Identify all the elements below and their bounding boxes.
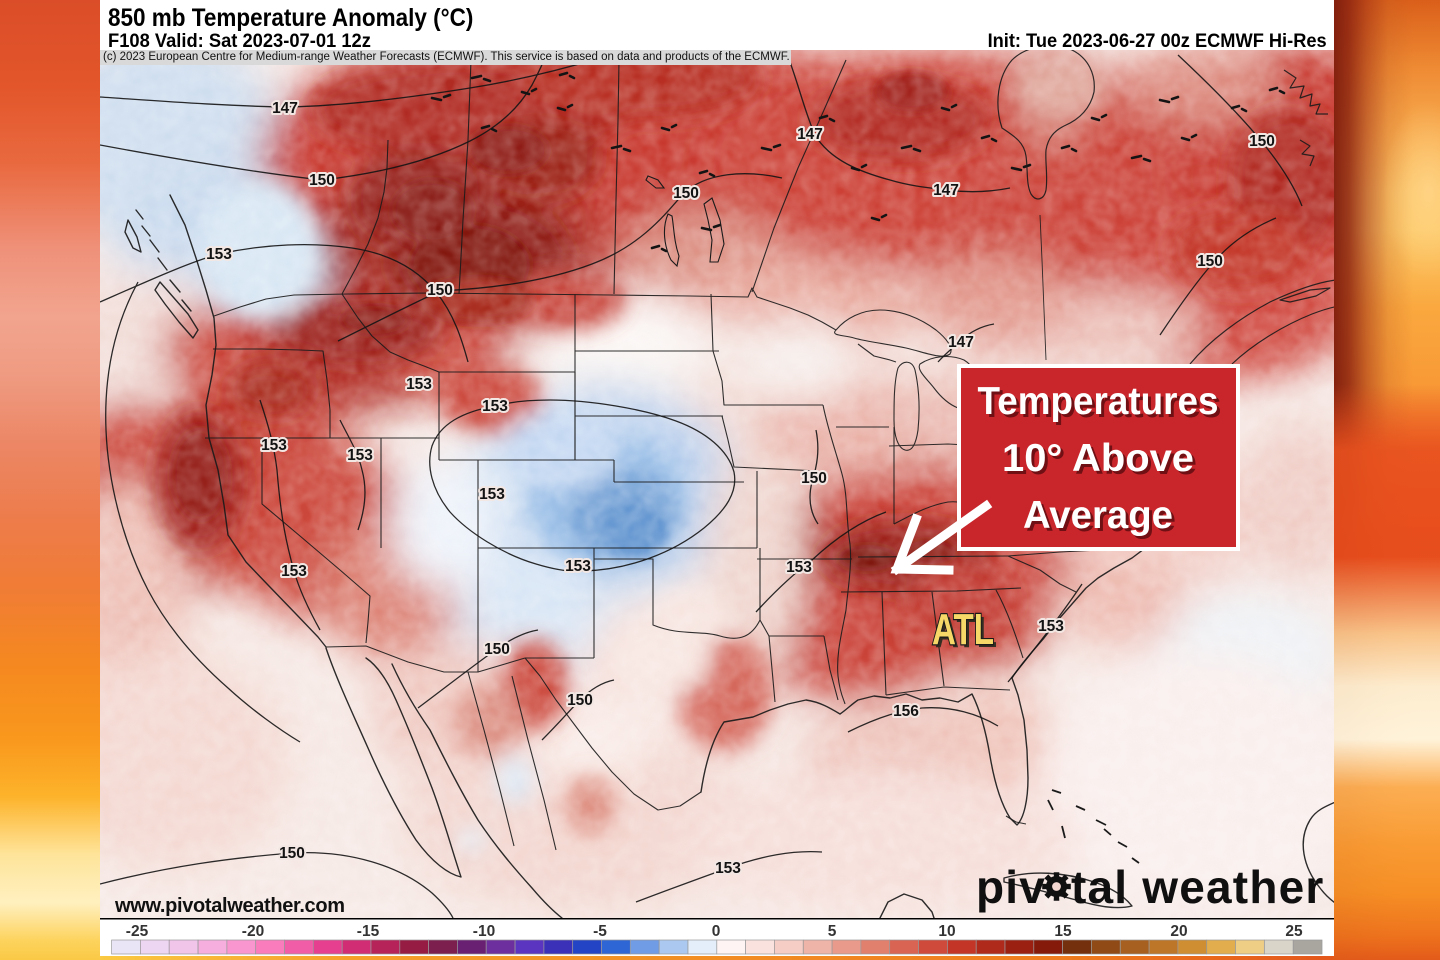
svg-text:150: 150 bbox=[567, 692, 593, 709]
svg-text:153: 153 bbox=[479, 486, 505, 503]
svg-text:5: 5 bbox=[828, 923, 837, 940]
svg-text:-10: -10 bbox=[473, 923, 495, 940]
svg-text:piv: piv bbox=[976, 861, 1046, 913]
svg-text:-15: -15 bbox=[357, 923, 380, 940]
svg-text:150: 150 bbox=[673, 185, 699, 202]
svg-text:150: 150 bbox=[1197, 253, 1223, 270]
svg-text:150: 150 bbox=[309, 172, 335, 189]
svg-text:150: 150 bbox=[279, 845, 305, 862]
svg-text:153: 153 bbox=[206, 246, 232, 263]
svg-text:153: 153 bbox=[261, 437, 287, 454]
svg-text:147: 147 bbox=[948, 334, 974, 351]
svg-text:147: 147 bbox=[797, 126, 823, 143]
svg-text:Temperatures: Temperatures bbox=[978, 380, 1219, 423]
svg-text:-25: -25 bbox=[126, 923, 149, 940]
svg-text:156: 156 bbox=[893, 703, 919, 720]
svg-text:-5: -5 bbox=[593, 923, 607, 940]
svg-text:150: 150 bbox=[1249, 133, 1275, 150]
svg-text:ATL: ATL bbox=[935, 608, 997, 657]
svg-text:153: 153 bbox=[1038, 618, 1064, 635]
svg-text:153: 153 bbox=[565, 558, 591, 575]
svg-text:10° Above: 10° Above bbox=[1002, 437, 1194, 480]
svg-text:153: 153 bbox=[482, 398, 508, 415]
svg-text:10° Above: 10° Above bbox=[1005, 440, 1197, 483]
svg-text:153: 153 bbox=[406, 376, 432, 393]
svg-text:www.pivotalweather.com: www.pivotalweather.com bbox=[114, 895, 345, 917]
svg-text:25: 25 bbox=[1285, 923, 1303, 940]
svg-text:Average: Average bbox=[1026, 497, 1176, 540]
svg-text:0: 0 bbox=[712, 923, 721, 940]
svg-text:147: 147 bbox=[272, 100, 298, 117]
svg-text:Temperatures: Temperatures bbox=[981, 383, 1222, 426]
svg-text:153: 153 bbox=[786, 559, 812, 576]
svg-text:10: 10 bbox=[938, 923, 955, 940]
svg-text:150: 150 bbox=[801, 470, 827, 487]
svg-text:153: 153 bbox=[715, 860, 741, 877]
svg-text:20: 20 bbox=[1170, 923, 1187, 940]
svg-text:153: 153 bbox=[281, 563, 307, 580]
svg-text:147: 147 bbox=[933, 182, 959, 199]
svg-text:150: 150 bbox=[427, 282, 453, 299]
svg-text:150: 150 bbox=[484, 641, 510, 658]
svg-text:15: 15 bbox=[1054, 923, 1072, 940]
svg-text:tal weather: tal weather bbox=[1071, 861, 1325, 913]
svg-text:153: 153 bbox=[347, 447, 373, 464]
svg-text:-20: -20 bbox=[242, 923, 264, 940]
svg-text:ATL: ATL bbox=[932, 605, 994, 654]
svg-text:Average: Average bbox=[1023, 494, 1173, 537]
